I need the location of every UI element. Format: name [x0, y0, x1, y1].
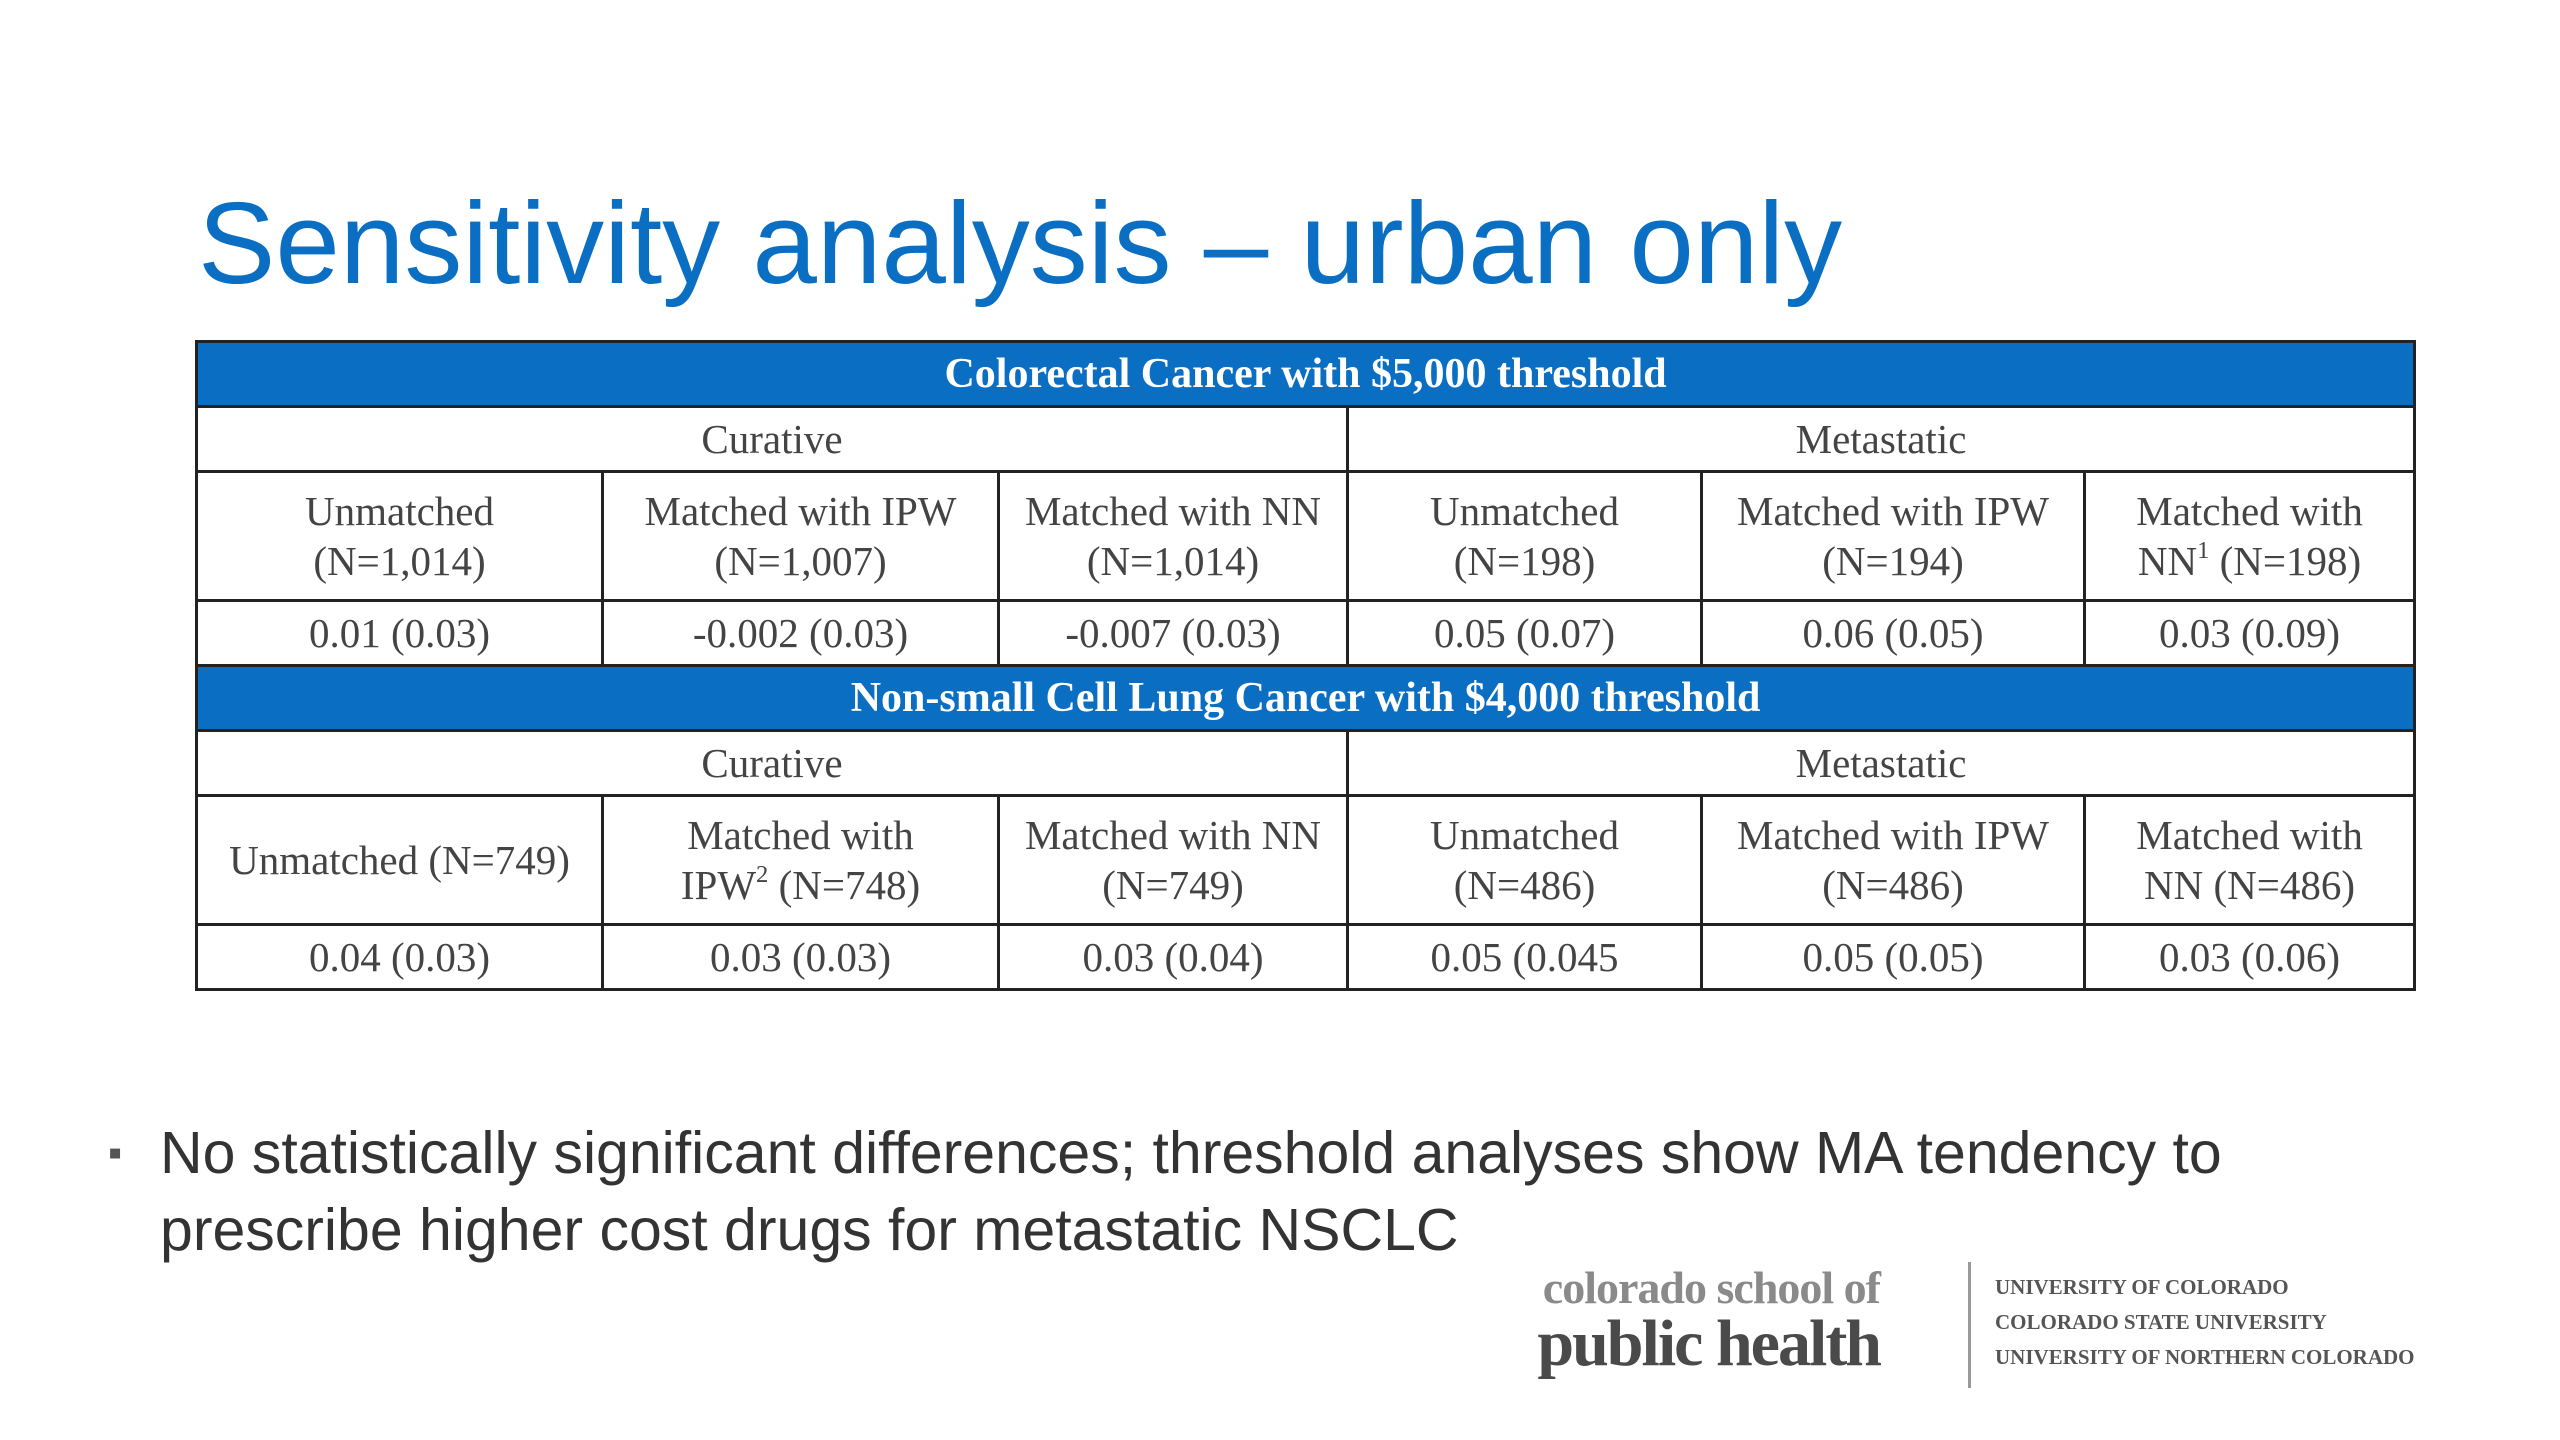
value-cell: -0.007 (0.03) [997, 599, 1349, 667]
column-header: Matched with NN (N=486) [2082, 794, 2417, 926]
column-n: (N=486) [1453, 862, 1596, 908]
group-curative: Curative [195, 729, 1349, 797]
colorectal-column-headers: Unmatched (N=1,014) Matched with IPW (N=1,… [195, 470, 2417, 602]
value-cell: 0.06 (0.05) [1700, 599, 2086, 667]
footnote-marker: 1 [2197, 536, 2210, 564]
logo-university-3: UNIVERSITY OF NORTHERN COLORADO [1995, 1345, 2415, 1369]
group-metastatic: Metastatic [1345, 729, 2417, 797]
column-header: Matched with IPW (N=1,007) [601, 470, 1000, 602]
nsclc-section-header: Non-small Cell Lung Cancer with $4,000 t… [194, 664, 2417, 732]
column-header: Matched with NN (N=749) [997, 794, 1349, 926]
column-label: Unmatched [229, 837, 419, 883]
group-curative: Curative [195, 405, 1349, 473]
slide-title: Sensitivity analysis – urban only [198, 178, 1843, 308]
value-cell: 0.03 (0.04) [997, 923, 1349, 991]
column-label: Unmatched [1430, 812, 1619, 858]
value-cell: 0.03 (0.09) [2082, 599, 2417, 667]
colorectal-section-header: Colorectal Cancer with $5,000 threshold [194, 340, 2417, 408]
footnote-marker: 2 [756, 860, 769, 888]
logo-university-2: COLORADO STATE UNIVERSITY [1995, 1310, 2327, 1334]
column-label: Matched with NN [1024, 812, 1322, 858]
logo-line1: colorado school of [1542, 1262, 1881, 1313]
column-n: (N=1,007) [714, 538, 887, 584]
value-cell: 0.05 (0.07) [1346, 599, 1703, 667]
value-cell: 0.03 (0.06) [2082, 923, 2417, 991]
nsclc-value-row: 0.04 (0.03) 0.03 (0.03) 0.03 (0.04) 0.05… [195, 923, 2417, 991]
value-cell: 0.03 (0.03) [601, 923, 1000, 991]
column-n: (N=198) [1453, 538, 1596, 584]
value-cell: 0.05 (0.05) [1700, 923, 2086, 991]
column-n: (N=486) [2213, 862, 2356, 908]
column-n: (N=1,014) [313, 538, 486, 584]
bullet-text: No statistically significant differences… [160, 1120, 2222, 1263]
nsclc-column-headers: Unmatched (N=749) Matched with IPW2 (N=74… [195, 794, 2417, 926]
value-cell: -0.002 (0.03) [601, 599, 1000, 667]
school-logo: colorado school of public health UNIVERS… [1480, 1262, 2420, 1392]
value-cell: 0.01 (0.03) [195, 599, 604, 667]
group-metastatic: Metastatic [1345, 405, 2417, 473]
column-label: Matched with IPW [1737, 812, 2049, 858]
column-n: (N=486) [1822, 862, 1964, 908]
column-label: Matched with IPW [644, 488, 957, 534]
column-n: (N=748) [778, 862, 921, 908]
column-n: (N=198) [2219, 538, 2362, 584]
column-label: Matched with NN [1024, 488, 1322, 534]
section-heading: Non-small Cell Lung Cancer with $4,000 t… [194, 664, 2417, 732]
column-header: Matched with NN (N=1,014) [997, 470, 1349, 602]
value-cell: 0.04 (0.03) [195, 923, 604, 991]
column-label: Matched with IPW [1737, 488, 2049, 534]
column-header: Matched with IPW (N=194) [1700, 470, 2086, 602]
section-heading: Colorectal Cancer with $5,000 threshold [194, 340, 2417, 408]
column-header: Unmatched (N=1,014) [195, 470, 604, 602]
column-header: Unmatched (N=749) [195, 794, 604, 926]
column-header: Matched with IPW (N=486) [1700, 794, 2086, 926]
column-header: Matched with NN1 (N=198) [2082, 470, 2417, 602]
logo-line2: public health [1537, 1307, 1882, 1380]
nsclc-group-row: Curative Metastatic [195, 729, 2417, 797]
value-cell: 0.05 (0.045 [1346, 923, 1703, 991]
colorectal-value-row: 0.01 (0.03) -0.002 (0.03) -0.007 (0.03) … [195, 599, 2417, 667]
column-header: Unmatched (N=198) [1346, 470, 1703, 602]
column-header: Unmatched (N=486) [1346, 794, 1703, 926]
results-table: Colorectal Cancer with $5,000 threshold … [194, 340, 2417, 991]
column-n: (N=194) [1822, 538, 1964, 584]
logo-divider [1968, 1262, 1971, 1388]
column-header: Matched with IPW2 (N=748) [601, 794, 1000, 926]
column-label: Unmatched [1430, 488, 1619, 534]
column-n: (N=1,014) [1086, 538, 1260, 584]
square-bullet-icon: ▪ [108, 1131, 123, 1175]
bullet-point: ▪ No statistically significant differenc… [108, 1115, 2438, 1269]
column-label: Unmatched [305, 488, 494, 534]
colorectal-group-row: Curative Metastatic [195, 405, 2417, 473]
column-n: (N=749) [428, 837, 570, 883]
column-n: (N=749) [1102, 862, 1244, 908]
logo-university-1: UNIVERSITY OF COLORADO [1995, 1275, 2289, 1299]
